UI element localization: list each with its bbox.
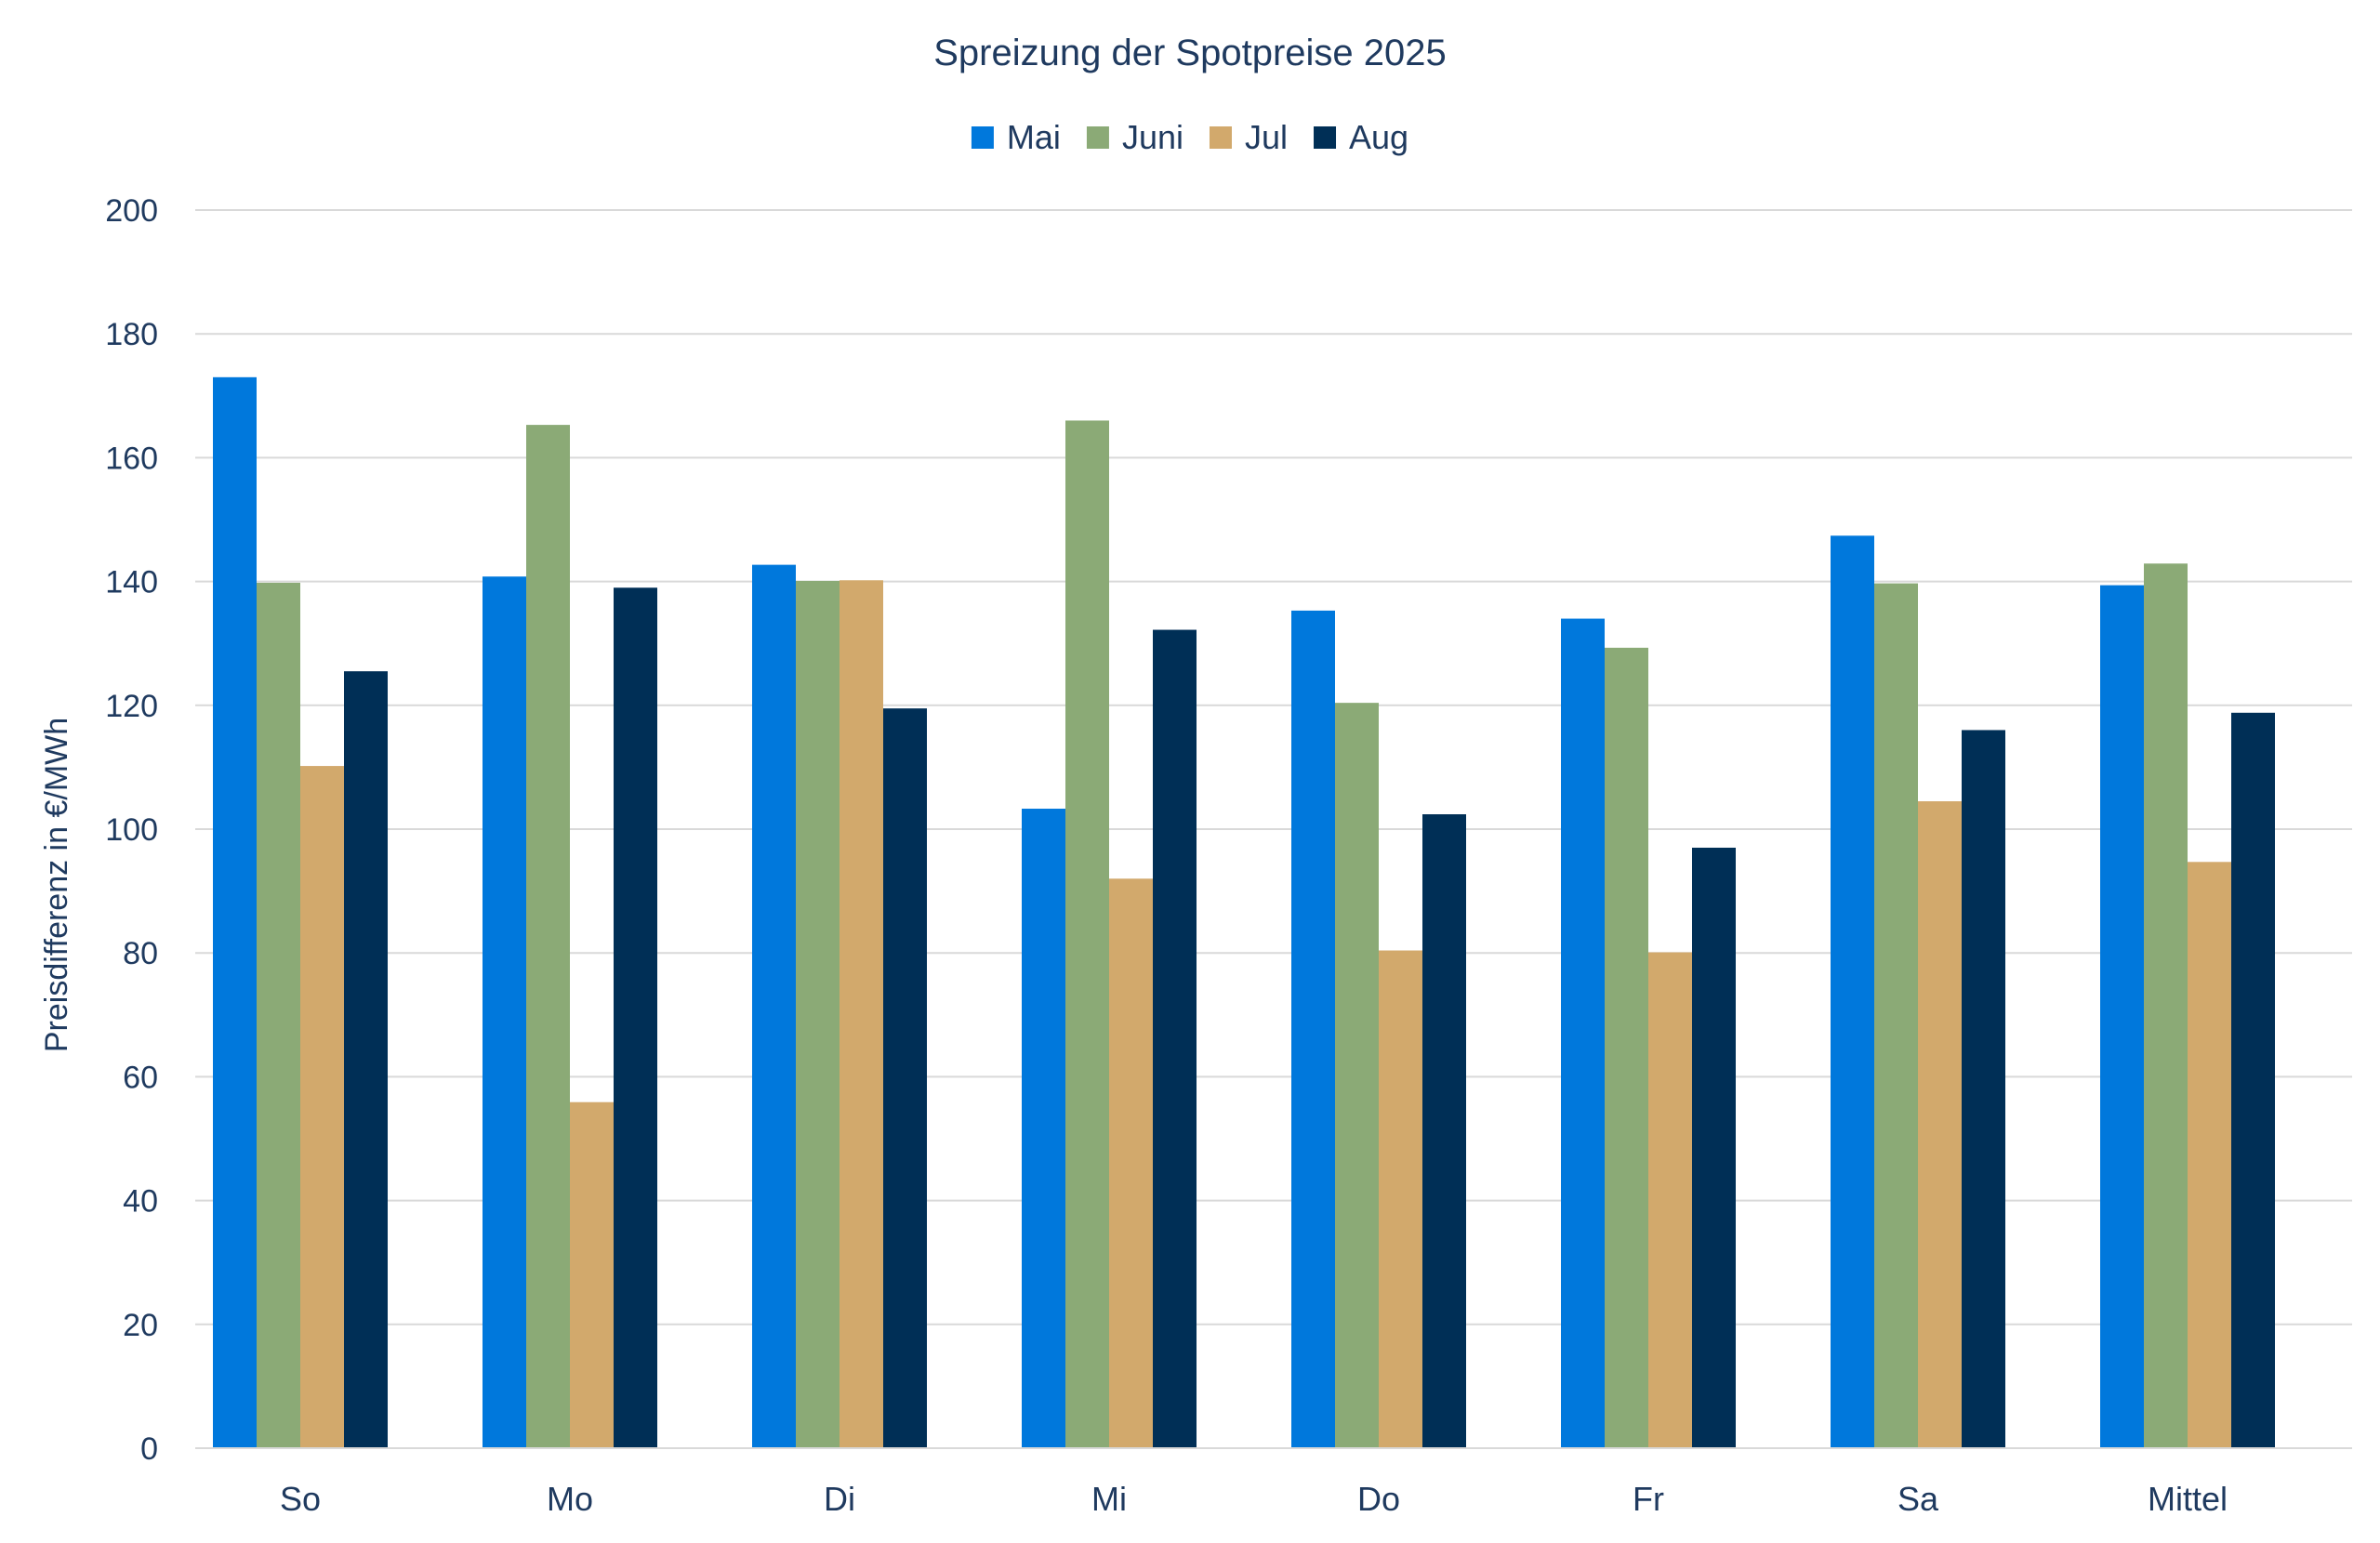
y-tick-label: 100 <box>105 812 158 848</box>
bar-juni-mittel <box>2144 563 2188 1448</box>
legend-label: Jul <box>1245 118 1288 156</box>
chart-title: Spreizung der Spotpreise 2025 <box>933 33 1446 73</box>
bar-juni-do <box>1335 703 1379 1448</box>
x-tick-label: Di <box>824 1480 855 1518</box>
bar-mai-do <box>1291 610 1335 1448</box>
y-axis-ticks: 0 20 40 60 80 100 120 140 160 180 200 <box>105 193 158 1467</box>
bar-jul-so <box>300 766 344 1448</box>
bar-aug-fr <box>1692 847 1736 1448</box>
legend-swatch-aug <box>1314 126 1337 149</box>
bar-aug-sa <box>1962 730 2005 1448</box>
x-tick-label: Fr <box>1633 1480 1664 1518</box>
legend-swatch-juni <box>1086 126 1109 149</box>
x-tick-label: Mi <box>1091 1480 1127 1518</box>
bar-mai-so <box>213 376 257 1448</box>
bar-aug-so <box>344 671 388 1448</box>
x-axis-labels: So Mo Di Mi Do Fr Sa Mittel <box>280 1480 2228 1518</box>
y-tick-label: 40 <box>123 1184 158 1220</box>
legend-label: Juni <box>1122 118 1183 156</box>
legend: Mai Juni Jul Aug <box>971 118 1408 156</box>
y-tick-label: 0 <box>140 1431 158 1467</box>
bar-jul-mi <box>1109 878 1153 1448</box>
bar-juni-fr <box>1605 647 1648 1448</box>
bar-aug-do <box>1422 814 1466 1448</box>
bar-aug-mittel <box>2231 712 2275 1448</box>
bar-juni-mo <box>526 425 570 1448</box>
x-tick-label: Mo <box>547 1480 593 1518</box>
y-tick-label: 80 <box>123 936 158 971</box>
bar-mai-mo <box>483 576 526 1448</box>
bar-jul-di <box>840 580 883 1448</box>
bar-mai-mittel <box>2100 585 2144 1448</box>
legend-label: Aug <box>1349 118 1408 156</box>
x-tick-label: Do <box>1357 1480 1400 1518</box>
bar-jul-mittel <box>2188 862 2231 1448</box>
y-tick-label: 140 <box>105 565 158 600</box>
y-tick-label: 180 <box>105 317 158 352</box>
bar-jul-do <box>1379 950 1422 1448</box>
bar-mai-di <box>752 564 796 1448</box>
bar-juni-mi <box>1065 420 1109 1449</box>
bars <box>213 376 2275 1449</box>
bar-jul-fr <box>1648 952 1692 1448</box>
bar-mai-sa <box>1831 535 1874 1448</box>
y-tick-label: 160 <box>105 441 158 476</box>
bar-jul-sa <box>1918 801 1962 1448</box>
bar-aug-mi <box>1153 629 1197 1448</box>
bar-aug-mo <box>614 587 657 1448</box>
y-tick-label: 200 <box>105 193 158 229</box>
x-tick-label: So <box>280 1480 321 1518</box>
legend-label: Mai <box>1007 118 1061 156</box>
y-tick-label: 20 <box>123 1308 158 1343</box>
legend-swatch-mai <box>971 126 994 149</box>
y-axis-title: Preisdifferenz in €/MWh <box>39 718 74 1052</box>
y-tick-label: 60 <box>123 1060 158 1095</box>
bar-aug-di <box>883 708 927 1448</box>
bar-juni-di <box>796 580 840 1448</box>
bar-juni-sa <box>1874 583 1918 1448</box>
bar-mai-mi <box>1022 809 1065 1448</box>
legend-swatch-jul <box>1209 126 1232 149</box>
x-tick-label: Mittel <box>2148 1480 2228 1518</box>
bar-jul-mo <box>570 1101 614 1448</box>
x-tick-label: Sa <box>1897 1480 1939 1518</box>
bar-mai-fr <box>1561 618 1605 1448</box>
y-tick-label: 120 <box>105 689 158 724</box>
bar-juni-so <box>257 582 300 1448</box>
